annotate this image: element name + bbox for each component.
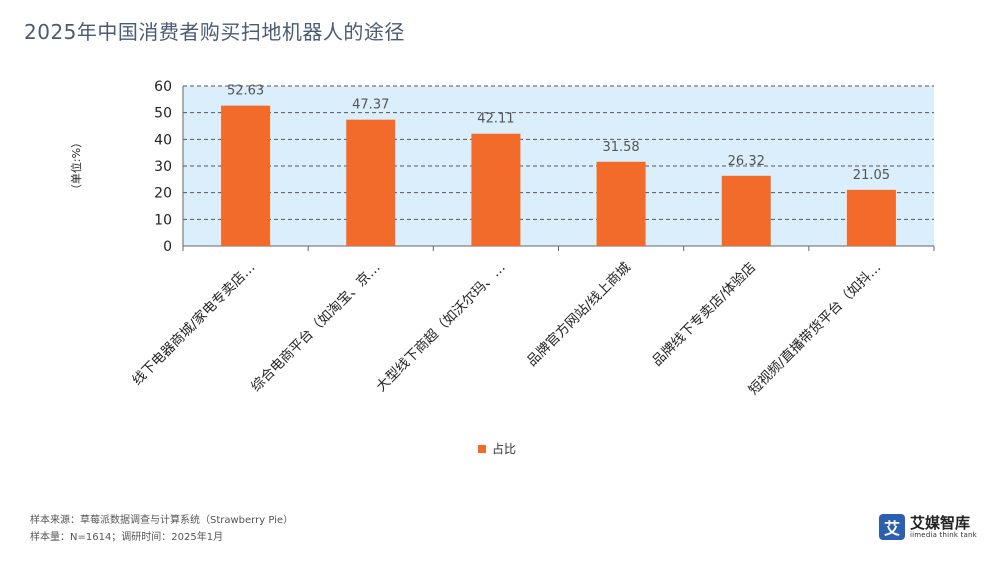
x-tick-label: 品牌线下专卖店/体验店 <box>648 259 759 370</box>
x-tick-label: 综合电商平台（如淘宝、京… <box>248 260 383 395</box>
x-tick-label: 大型线下商超（如沃尔玛、… <box>373 260 508 395</box>
bar <box>346 119 396 246</box>
sample-note: 样本量：N=1614；调研时间：2025年1月 <box>30 532 224 543</box>
x-tick-label: 线下电器商城/家电专卖店… <box>129 259 259 389</box>
source-note: 样本来源：草莓派数据调查与计算系统（Strawberry Pie） <box>30 515 294 526</box>
data-label: 31.58 <box>602 140 639 155</box>
logo-name: 艾媒智库 <box>910 513 971 532</box>
brand-logo: 艾 艾媒智库 iimedia think tank <box>879 514 977 540</box>
x-tick-label: 品牌官方网站/线上商城 <box>523 258 634 369</box>
logo-icon: 艾 <box>879 514 905 540</box>
y-tick-label: 50 <box>154 106 172 122</box>
bar <box>721 175 771 246</box>
data-label: 26.32 <box>728 154 765 169</box>
y-tick-label: 40 <box>154 132 172 148</box>
y-tick-label: 60 <box>154 79 172 95</box>
data-label: 42.11 <box>477 112 514 127</box>
y-tick-label: 30 <box>154 159 172 175</box>
x-tick-label: 短视频/直播带货平台（如抖… <box>745 259 884 398</box>
data-label: 21.05 <box>853 168 890 183</box>
y-tick-label: 10 <box>154 212 172 228</box>
legend-swatch <box>478 444 486 453</box>
bar <box>596 161 646 246</box>
bar <box>846 189 896 246</box>
logo-subtitle: iimedia think tank <box>910 530 977 539</box>
y-tick-label: 20 <box>154 186 172 202</box>
data-label: 52.63 <box>227 84 264 99</box>
data-label: 47.37 <box>352 98 389 113</box>
chart-title: 2025年中国消费者购买扫地机器人的途径 <box>24 20 405 44</box>
bar <box>221 105 271 246</box>
bar <box>471 133 521 246</box>
legend-label: 占比 <box>492 442 517 456</box>
y-axis-label: （单位:%） <box>69 137 83 195</box>
footer-notes: 样本来源：草莓派数据调查与计算系统（Strawberry Pie） 样本量：N=… <box>30 512 293 546</box>
y-tick-label: 0 <box>163 239 172 255</box>
chart-legend: 占比 <box>478 440 516 457</box>
